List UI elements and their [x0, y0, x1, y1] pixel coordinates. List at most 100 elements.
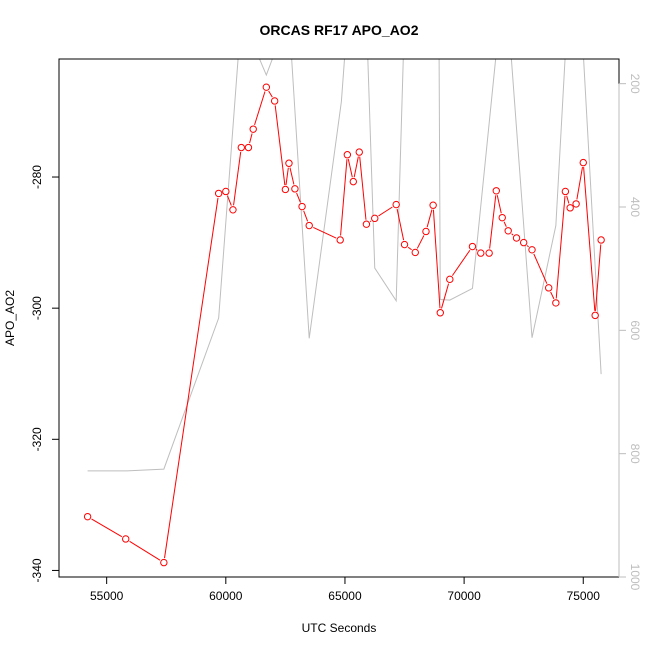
primary-series-segment: [396, 208, 405, 241]
primary-series-segment: [555, 195, 566, 299]
primary-series-segment: [550, 291, 555, 300]
primary-series-segment: [303, 210, 309, 222]
data-point: [298, 202, 306, 211]
data-point: [160, 558, 168, 567]
data-point: [83, 512, 92, 521]
data-point: [411, 248, 419, 257]
primary-series-segment: [249, 133, 253, 144]
x-axis: 55000 60000 65000 70000 75000: [90, 576, 601, 603]
y-tick-label: -320: [30, 427, 44, 451]
y-tick-label: -300: [30, 296, 44, 320]
primary-series-segment: [451, 249, 471, 276]
x-tick-label: 60000: [209, 589, 243, 603]
data-point: [285, 159, 293, 167]
primary-series-segment: [359, 156, 367, 220]
y2-tick-label: 200: [628, 74, 642, 94]
y2-tick-label: 400: [628, 197, 642, 217]
plot-frame: [58, 58, 620, 578]
primary-series-segment: [432, 209, 441, 309]
data-point: [591, 311, 599, 320]
data-point: [579, 158, 587, 167]
data-point: [528, 246, 536, 254]
data-point: [561, 187, 570, 196]
primary-series-segment: [226, 195, 232, 206]
data-point: [343, 151, 352, 159]
data-point: [468, 242, 477, 251]
data-point: [222, 187, 230, 196]
data-point: [572, 200, 580, 208]
secondary-series-line: [87, 59, 602, 472]
primary-series-segment: [285, 167, 289, 186]
data-point: [270, 97, 279, 105]
primary-series-segment: [526, 245, 529, 248]
data-point: [229, 206, 237, 214]
data-point: [244, 143, 253, 152]
data-point: [349, 177, 357, 186]
primary-series-segment: [489, 195, 497, 249]
data-point: [400, 240, 409, 249]
data-point: [237, 143, 245, 152]
data-point: [436, 309, 444, 317]
primary-series-segment: [268, 90, 273, 98]
primary-series-segment: [583, 167, 596, 311]
primary-series-segment: [369, 220, 372, 223]
data-point: [392, 200, 400, 209]
primary-series-segment: [496, 195, 502, 214]
primary-series-segment: [91, 518, 123, 538]
x-tick-label: 75000: [567, 589, 601, 603]
data-point: [249, 125, 257, 133]
primary-series-segment: [164, 197, 219, 559]
primary-series-segment: [129, 540, 161, 561]
primary-series-segment: [595, 244, 602, 311]
data-point: [262, 83, 271, 91]
data-point: [291, 185, 299, 193]
primary-series-segment: [378, 206, 393, 217]
primary-series-segment: [274, 105, 286, 186]
primary-series-segment: [566, 195, 570, 204]
y2-tick-label: 800: [628, 444, 642, 464]
primary-series-segment: [533, 253, 548, 284]
x-tick-label: 55000: [90, 589, 124, 603]
data-point: [336, 236, 344, 244]
primary-series-segment: [289, 167, 295, 185]
data-point: [492, 187, 500, 195]
x-tick-label: 65000: [328, 589, 362, 603]
primary-series-segment: [416, 235, 425, 249]
data-point: [566, 204, 574, 212]
y-axis: -340 -320 -300 -280: [30, 165, 60, 582]
data-point: [371, 214, 379, 223]
primary-series-segment: [233, 151, 242, 206]
data-point: [422, 227, 430, 236]
data-point: [214, 189, 223, 198]
data-point: [446, 275, 454, 284]
data-point: [122, 535, 130, 543]
data-point: [362, 220, 371, 228]
data-point: [305, 221, 313, 230]
y-axis-label: APO_AO2: [3, 290, 17, 346]
right-y-axis: 200 400 600 800 1000: [618, 74, 642, 591]
primary-series-segment: [347, 159, 353, 178]
primary-series-segment: [503, 221, 507, 227]
primary-series-segment: [313, 226, 337, 239]
primary-series-segment: [475, 248, 478, 251]
series-layer: [83, 59, 605, 567]
x-tick-label: 70000: [447, 589, 481, 603]
data-point: [355, 148, 363, 156]
y-tick-label: -340: [30, 558, 44, 582]
x-axis-label: UTC Seconds: [302, 621, 377, 635]
primary-series-segment: [511, 233, 514, 236]
primary-series-segment: [426, 209, 433, 228]
data-point: [485, 249, 493, 257]
primary-series-segment: [407, 246, 412, 251]
data-point: [597, 236, 605, 244]
primary-series-segment: [353, 156, 359, 178]
data-point: [545, 284, 553, 292]
primary-series-segment: [441, 283, 450, 309]
data-point: [512, 234, 521, 242]
primary-series-segment: [254, 91, 266, 126]
data-point: [498, 213, 506, 222]
data-point: [281, 185, 290, 194]
chart-title: ORCAS RF17 APO_AO2: [260, 22, 419, 38]
y-tick-label: -280: [30, 165, 44, 189]
